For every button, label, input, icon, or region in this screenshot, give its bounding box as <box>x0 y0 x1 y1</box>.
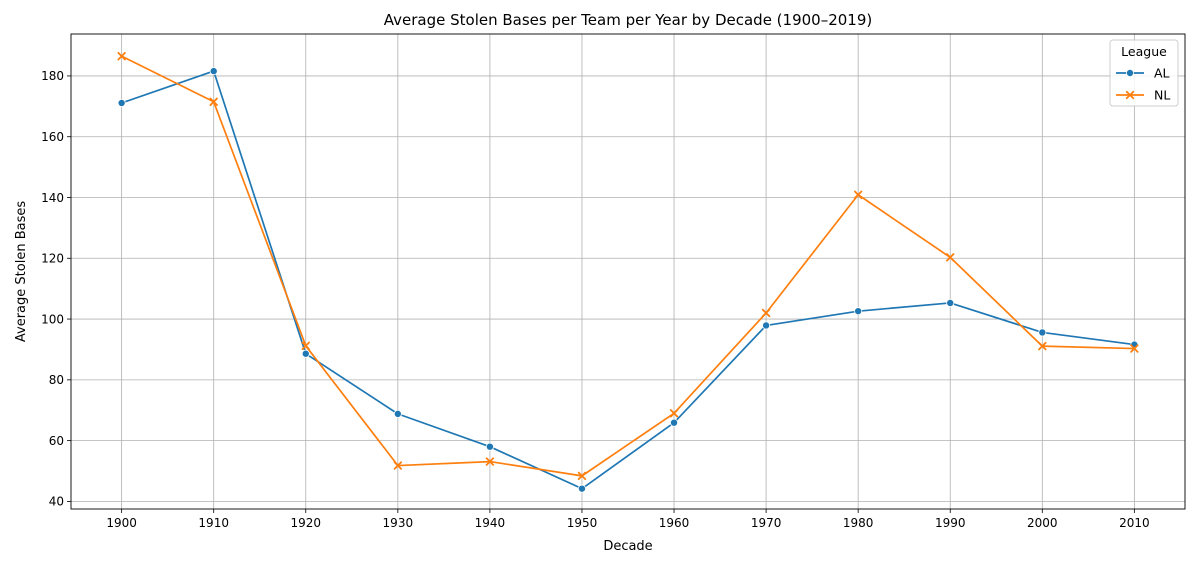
y-tick-label: 100 <box>41 312 64 326</box>
data-point-al <box>946 298 955 307</box>
data-point-nl <box>946 253 955 262</box>
data-point-al <box>1038 328 1047 337</box>
data-point-al <box>485 442 494 451</box>
x-tick-label: 1920 <box>290 516 321 530</box>
data-point-al <box>117 98 126 107</box>
legend-entry-al: AL <box>1116 66 1170 81</box>
y-tick-label: 60 <box>49 434 64 448</box>
y-tick-label: 80 <box>49 373 64 387</box>
x-tick-label: 2010 <box>1119 516 1150 530</box>
data-point-al <box>393 409 402 418</box>
data-point-al <box>577 484 586 493</box>
data-point-al <box>670 418 679 427</box>
data-point-nl <box>1038 341 1047 351</box>
data-point-al <box>209 67 218 76</box>
data-point-al <box>301 349 310 358</box>
data-point-nl <box>209 97 218 106</box>
x-tick-label: 1940 <box>475 516 506 530</box>
grid-lines <box>71 34 1185 509</box>
data-point-nl <box>761 308 771 318</box>
x-axis-label: Decade <box>603 539 652 554</box>
x-tick-label: 1980 <box>843 516 874 530</box>
legend-entries: AL NL <box>1116 66 1170 103</box>
data-point-nl <box>485 457 495 466</box>
y-tick-label: 140 <box>41 191 64 205</box>
x-tick-label: 2000 <box>1027 516 1058 530</box>
y-tick-label: 180 <box>41 69 64 83</box>
legend-marker <box>1125 90 1135 100</box>
series-line-nl <box>121 55 1135 477</box>
data-point-nl <box>1130 344 1139 353</box>
x-tick-label: 1910 <box>198 516 229 530</box>
data-point-nl <box>853 190 863 199</box>
x-tick-label: 1960 <box>659 516 690 530</box>
y-tick-label: 40 <box>49 495 64 509</box>
x-tick-label: 1900 <box>106 516 137 530</box>
series-layer <box>117 51 1139 493</box>
y-axis: 40 60 80 100 120 140 160 180 <box>41 69 71 509</box>
chart-title: Average Stolen Bases per Team per Year b… <box>384 11 873 29</box>
legend-entry-nl: NL <box>1116 88 1170 103</box>
data-point-nl <box>577 471 587 481</box>
data-point-nl <box>393 461 403 470</box>
y-axis-label: Average Stolen Bases <box>14 201 29 342</box>
data-point-nl <box>301 341 310 351</box>
series-nl <box>117 51 1139 481</box>
plot-frame <box>70 33 1186 510</box>
y-tick-label: 160 <box>41 130 64 144</box>
data-point-al <box>762 321 771 330</box>
legend-label: AL <box>1154 66 1170 81</box>
x-axis: 1900 1910 1920 1930 1940 1950 1960 1970 1980 1990… <box>106 509 1150 530</box>
x-tick-label: 1990 <box>935 516 966 530</box>
legend-title: League <box>1121 44 1167 59</box>
y-tick-label: 120 <box>41 252 64 266</box>
legend: League AL NL <box>1109 39 1179 107</box>
x-tick-label: 1950 <box>567 516 598 530</box>
data-point-al <box>854 307 863 316</box>
legend-label: NL <box>1154 88 1170 103</box>
legend-marker <box>1126 69 1135 78</box>
x-tick-label: 1970 <box>751 516 782 530</box>
x-tick-label: 1930 <box>383 516 414 530</box>
data-point-nl <box>669 409 679 418</box>
data-point-nl <box>117 51 126 61</box>
